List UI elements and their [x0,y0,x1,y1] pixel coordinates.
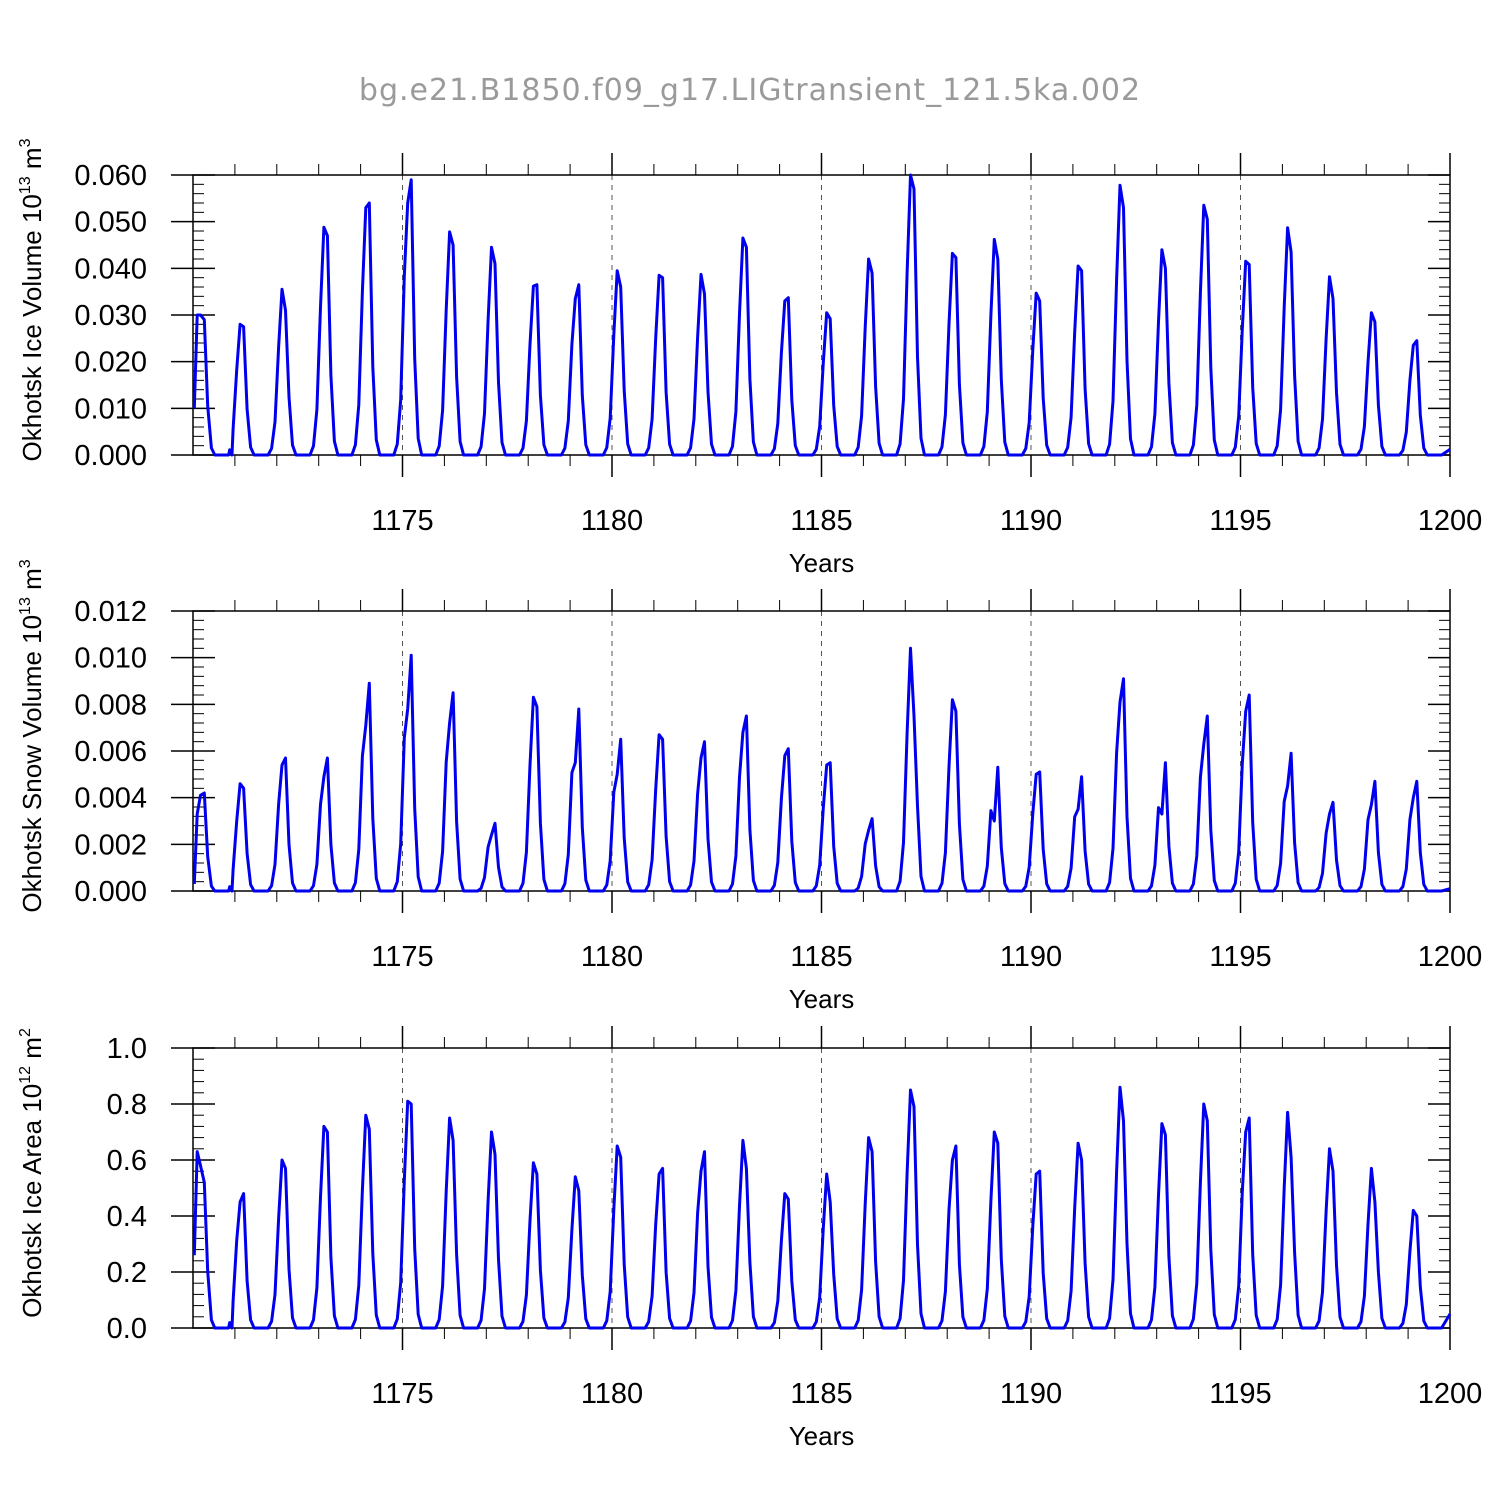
y-tick-label: 0.030 [74,300,147,332]
y-tick-label: 0.010 [74,643,147,675]
panel-ice-volume: 0.000 0.010 0.020 0.030 0.040 0.050 0.060 1175 1… [17,138,1482,578]
y-axis-label-text: Okhotsk Ice Area 10 [17,1084,47,1318]
y-tick-label: 0.002 [74,829,147,861]
x-tick-label: 1195 [1209,1378,1271,1410]
y-tick-label: 0.0 [107,1313,147,1345]
y-tick-label: 0.4 [107,1201,147,1233]
y-axis-label-unit-exponent: 3 [17,138,34,147]
y-tick-label: 0.008 [74,689,147,721]
x-axis-label: Years [789,1421,855,1451]
y-tick-label: 0.006 [74,736,147,768]
y-tick-label: 1.0 [107,1033,147,1065]
x-tick-label: 1180 [581,505,643,537]
x-tick-label: 1200 [1418,1378,1483,1410]
chart-panels: 0.000 0.010 0.020 0.030 0.040 0.050 0.060 1175 1… [17,138,1482,1451]
series-line [192,646,1451,893]
y-tick-label: 0.6 [107,1145,147,1177]
x-tick-label: 1180 [581,1378,643,1410]
x-tick-label: 1190 [1000,941,1062,973]
figure-title: bg.e21.B1850.f09_g17.LIGtransient_121.5k… [359,73,1141,108]
x-tick-label: 1190 [1000,1378,1062,1410]
y-axis-label-unit-exponent: 3 [17,559,34,568]
y-axis-label-text: Okhotsk Snow Volume 10 [17,615,47,913]
y-tick-label: 0.000 [74,440,147,472]
x-tick-label: 1200 [1418,505,1483,537]
y-axis-label-unit: m [17,1037,47,1066]
y-axis-label: Okhotsk Ice Area 1012 m2 [17,1028,47,1318]
y-tick-label: 0.010 [74,393,147,425]
y-tick-label: 0.000 [74,876,147,908]
x-tick-label: 1195 [1209,941,1271,973]
panel-snow-volume: 0.000 0.002 0.004 0.006 0.008 0.010 0.012 1175 1… [17,559,1482,1014]
y-axis-label-unit: m [17,147,47,176]
y-axis-label-exponent: 13 [17,597,34,615]
plot-frame [192,610,1451,892]
series-line [192,1085,1452,1330]
y-tick-label: 0.060 [74,160,147,192]
y-tick-label: 0.8 [107,1089,147,1121]
plot-frame [192,1047,1451,1329]
y-tick-label: 0.040 [74,253,147,285]
x-tick-label: 1200 [1418,941,1483,973]
y-tick-label: 0.020 [74,347,147,379]
y-axis-label-exponent: 12 [17,1066,34,1084]
y-tick-label: 0.004 [74,783,147,815]
y-axis-label-unit-exponent: 2 [17,1028,34,1037]
x-tick-label: 1185 [790,941,852,973]
x-axis-label: Years [789,548,855,578]
series-line [192,173,1451,457]
x-tick-label: 1175 [371,941,433,973]
x-tick-label: 1195 [1209,505,1271,537]
y-axis-label: Okhotsk Ice Volume 1013 m3 [17,138,47,461]
x-tick-label: 1190 [1000,505,1062,537]
x-axis-label: Years [789,984,855,1014]
y-tick-label: 0.2 [107,1257,147,1289]
y-axis-label-unit: m [17,568,47,597]
x-tick-label: 1185 [790,505,852,537]
plot-frame [192,174,1451,456]
x-tick-label: 1185 [790,1378,852,1410]
y-axis-label: Okhotsk Snow Volume 1013 m3 [17,559,47,912]
x-tick-label: 1175 [371,1378,433,1410]
x-tick-label: 1175 [371,505,433,537]
panel-ice-area: 0.0 0.2 0.4 0.6 0.8 1.0 1175 1180 1185 1190 1195 12… [17,1026,1482,1451]
y-tick-label: 0.050 [74,207,147,239]
y-tick-label: 0.012 [74,596,147,628]
y-axis-label-exponent: 13 [17,176,34,194]
y-axis-label-text: Okhotsk Ice Volume 10 [17,194,47,461]
x-tick-label: 1180 [581,941,643,973]
